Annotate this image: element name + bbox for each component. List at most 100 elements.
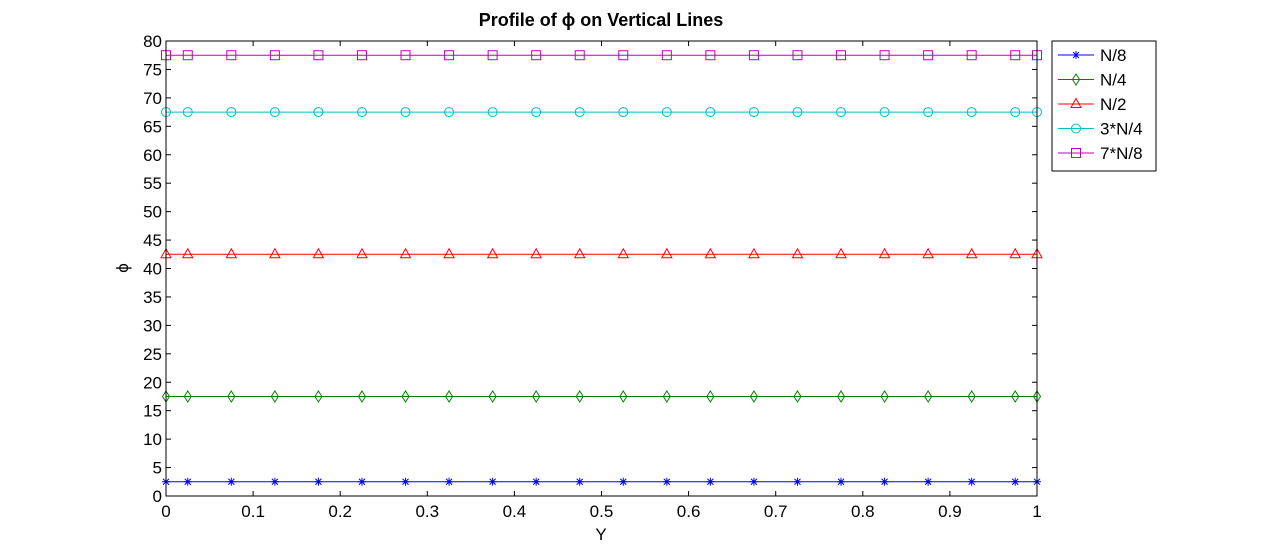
x-tick-label: 0.2 bbox=[328, 502, 352, 521]
data-point bbox=[269, 247, 281, 259]
data-point bbox=[486, 247, 499, 259]
data-point bbox=[836, 107, 847, 118]
x-axis: 0 0.1 0.2 0.3 0.4 0.5 0.6 0.7 0.8 0.9 1 bbox=[161, 41, 1042, 521]
series-1 bbox=[162, 477, 1041, 486]
data-point bbox=[660, 247, 673, 259]
legend-item: N/8 bbox=[1058, 46, 1126, 65]
data-point bbox=[793, 390, 802, 403]
data-point bbox=[792, 50, 803, 61]
data-point bbox=[967, 477, 976, 486]
data-point bbox=[532, 390, 541, 403]
data-point bbox=[617, 247, 630, 259]
data-point bbox=[575, 390, 584, 403]
x-tick-label: 0.6 bbox=[677, 502, 701, 521]
data-point bbox=[401, 477, 410, 486]
data-point bbox=[880, 477, 889, 486]
legend-marker bbox=[1071, 123, 1081, 134]
x-tick-label: 0.9 bbox=[938, 502, 962, 521]
data-point bbox=[749, 390, 759, 403]
data-point bbox=[182, 50, 193, 61]
data-point bbox=[836, 50, 847, 61]
data-point bbox=[793, 477, 802, 486]
data-point bbox=[837, 477, 846, 486]
data-point bbox=[226, 107, 237, 118]
data-point bbox=[879, 50, 890, 61]
data-point bbox=[531, 107, 542, 118]
x-tick-label: 0 bbox=[161, 502, 170, 521]
data-point bbox=[705, 107, 716, 118]
data-point bbox=[1010, 50, 1021, 61]
y-tick-label: 75 bbox=[143, 60, 162, 79]
data-point bbox=[878, 247, 891, 259]
data-point bbox=[269, 50, 280, 61]
data-point bbox=[227, 390, 236, 403]
data-point bbox=[1009, 247, 1022, 259]
data-point bbox=[661, 50, 672, 61]
legend-marker bbox=[1071, 148, 1081, 158]
data-point bbox=[356, 50, 367, 61]
data-point bbox=[662, 390, 671, 403]
x-tick-label: 0.4 bbox=[503, 502, 527, 521]
data-point bbox=[182, 107, 193, 118]
data-point bbox=[356, 247, 368, 259]
x-tick-label: 0.5 bbox=[590, 502, 614, 521]
y-tick-label: 0 bbox=[153, 487, 162, 506]
legend-label: 3*N/4 bbox=[1100, 120, 1143, 139]
data-point bbox=[487, 107, 498, 118]
y-axis-label: ϕ bbox=[113, 263, 132, 273]
data-point bbox=[619, 390, 628, 403]
legend-label: N/4 bbox=[1100, 71, 1126, 90]
legend-marker bbox=[1072, 51, 1080, 59]
data-point bbox=[443, 247, 455, 259]
data-point bbox=[1011, 390, 1020, 403]
data-point bbox=[618, 107, 629, 118]
data-point bbox=[792, 107, 803, 118]
data-point bbox=[575, 477, 584, 486]
data-point bbox=[967, 390, 976, 403]
data-point bbox=[488, 390, 497, 403]
data-point bbox=[748, 247, 760, 259]
data-point bbox=[924, 390, 933, 403]
data-point bbox=[662, 477, 671, 486]
data-point bbox=[748, 50, 759, 61]
data-point bbox=[574, 107, 585, 118]
y-tick-label: 50 bbox=[143, 203, 162, 222]
data-point bbox=[183, 390, 192, 403]
y-tick-label: 5 bbox=[153, 459, 162, 478]
y-tick-label: 40 bbox=[143, 260, 162, 279]
data-point bbox=[791, 247, 804, 259]
data-point bbox=[619, 477, 628, 486]
data-point bbox=[487, 50, 498, 61]
series-layer bbox=[160, 50, 1043, 486]
data-point bbox=[923, 107, 934, 118]
series-2 bbox=[161, 390, 1042, 403]
legend-label: N/8 bbox=[1100, 46, 1126, 65]
data-point bbox=[835, 247, 847, 259]
x-tick-label: 0.8 bbox=[851, 502, 875, 521]
data-point bbox=[444, 107, 455, 118]
data-point bbox=[618, 50, 629, 61]
data-point bbox=[445, 477, 454, 486]
data-point bbox=[574, 50, 585, 61]
data-point bbox=[880, 390, 889, 403]
y-tick-label: 65 bbox=[143, 117, 162, 136]
series-5 bbox=[161, 50, 1042, 61]
data-point bbox=[966, 107, 977, 118]
y-tick-label: 10 bbox=[143, 430, 162, 449]
data-point bbox=[966, 50, 977, 61]
data-point bbox=[270, 390, 279, 403]
data-point bbox=[748, 107, 759, 118]
data-point bbox=[400, 107, 411, 118]
data-point bbox=[357, 390, 367, 403]
chart-title: Profile of ϕ on Vertical Lines bbox=[479, 10, 724, 30]
plot-frame bbox=[165, 40, 1038, 497]
legend-item: 7*N/8 bbox=[1058, 144, 1143, 163]
legend-label: N/2 bbox=[1100, 95, 1126, 114]
legend: N/8 N/4 N/2 3*N/4 7*N/8 bbox=[1051, 40, 1157, 172]
y-tick-label: 80 bbox=[143, 32, 162, 51]
data-point bbox=[225, 247, 238, 259]
data-point bbox=[836, 390, 846, 403]
data-point bbox=[706, 477, 715, 486]
legend-label: 7*N/8 bbox=[1100, 144, 1143, 163]
